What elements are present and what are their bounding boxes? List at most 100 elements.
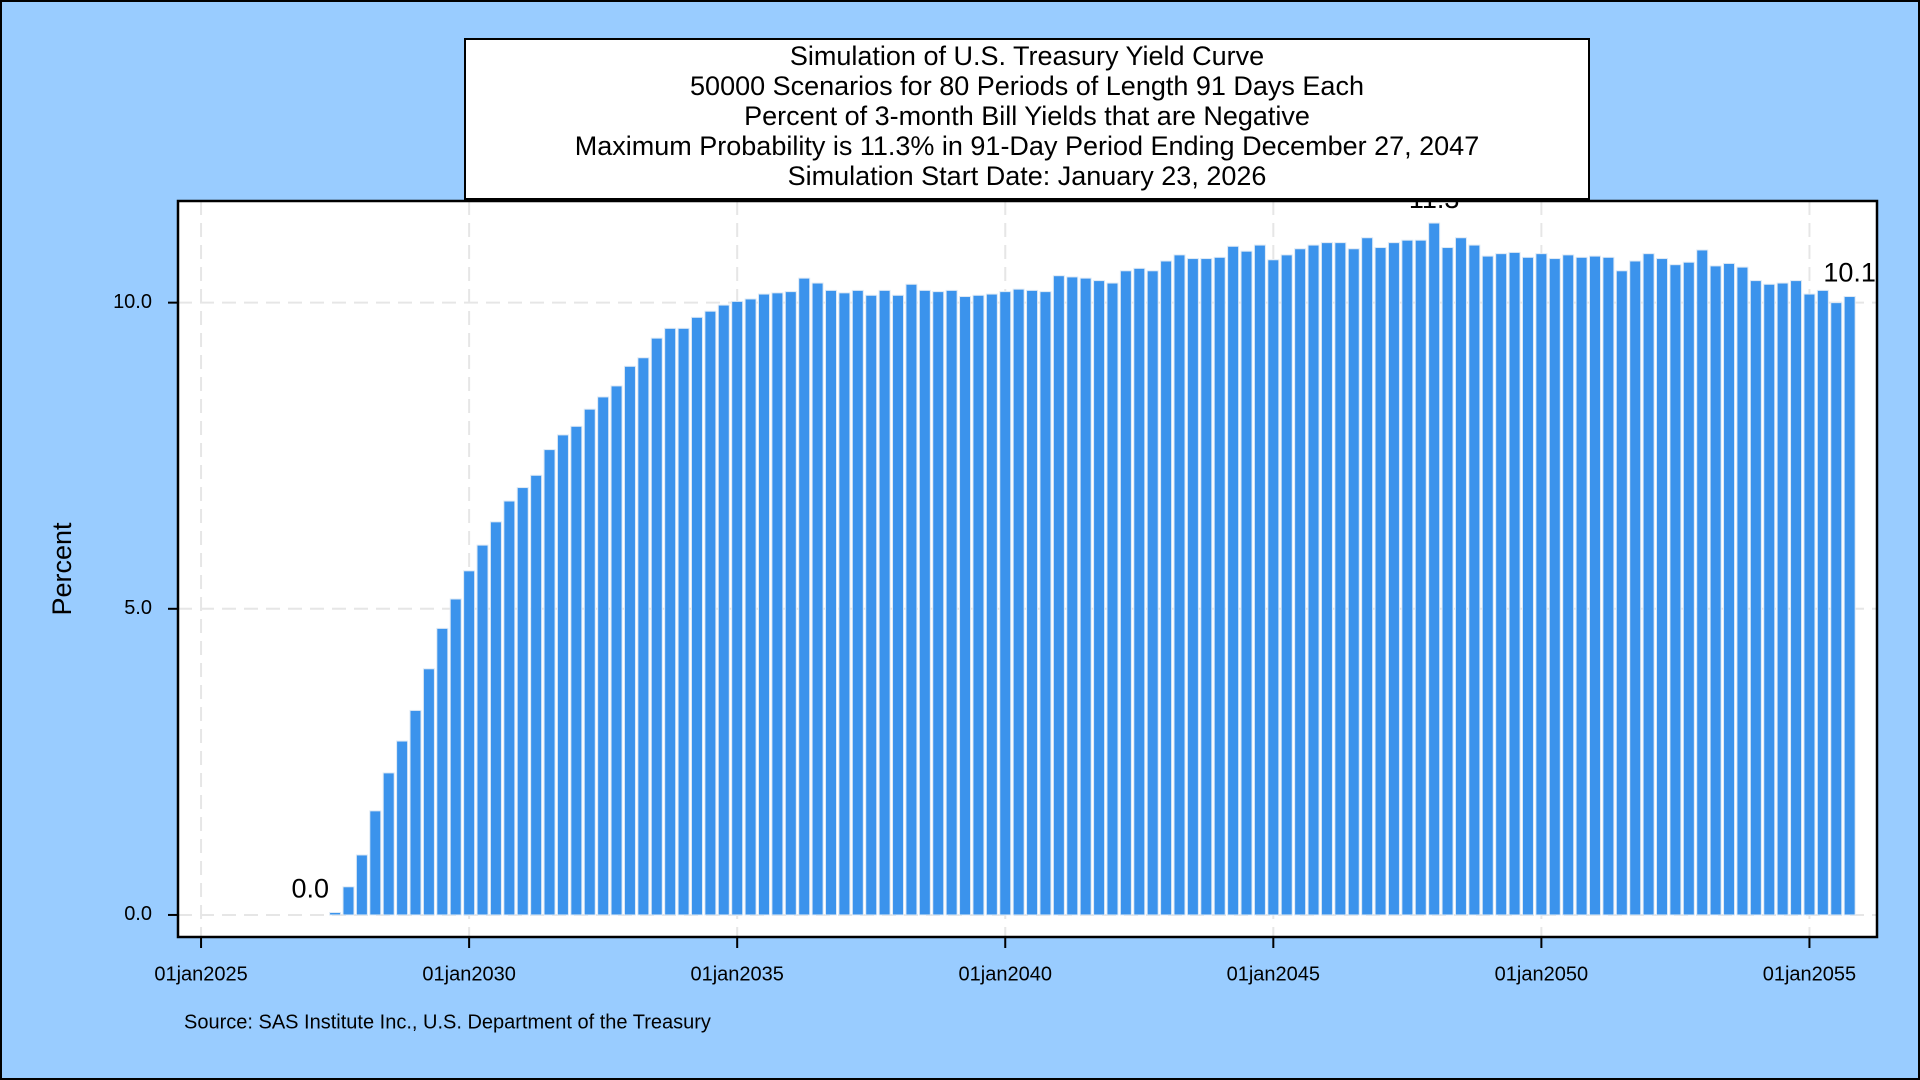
bar [1575, 256, 1588, 916]
value-label: 10.1 [1823, 258, 1876, 288]
x-tick-label: 01jan2030 [422, 963, 515, 985]
bar [771, 292, 784, 916]
bar [1280, 254, 1293, 916]
bar [623, 365, 636, 916]
x-tick-label: 01jan2035 [690, 963, 783, 985]
bar [1508, 251, 1521, 916]
bar [382, 772, 395, 916]
bar [1307, 244, 1320, 916]
bar [1602, 256, 1615, 916]
bars [329, 222, 1856, 916]
title-line: Maximum Probability is 11.3% in 91-Day P… [575, 131, 1479, 161]
bar [1066, 276, 1079, 916]
bar [543, 449, 556, 916]
bar [1347, 248, 1360, 916]
bar [959, 296, 972, 916]
x-tick-label: 01jan2045 [1227, 963, 1320, 985]
bar [476, 544, 489, 916]
y-tick-label: 0.0 [124, 903, 152, 925]
bar [1736, 266, 1749, 916]
plot-frame [176, 199, 1879, 939]
bar [717, 304, 730, 916]
bar [1414, 239, 1427, 916]
bar [1294, 248, 1307, 916]
bar [1428, 222, 1441, 916]
bar [1776, 282, 1789, 916]
bar [1521, 256, 1534, 916]
bar [1374, 247, 1387, 916]
bar [1696, 249, 1709, 916]
bar [704, 310, 717, 916]
x-tick-label: 01jan2040 [959, 963, 1052, 985]
bar [1629, 260, 1642, 916]
title-line: Percent of 3-month Bill Yields that are … [744, 101, 1310, 131]
title: Simulation of U.S. Treasury Yield Curve5… [575, 41, 1479, 191]
bar [945, 289, 958, 916]
bar [1052, 275, 1065, 916]
bar [865, 294, 878, 916]
bar [1803, 293, 1816, 916]
bar [731, 300, 744, 916]
bar [1267, 259, 1280, 916]
value-label: 0.0 [292, 874, 330, 904]
bar [610, 385, 623, 916]
bar [1790, 280, 1803, 916]
bar [1468, 244, 1481, 916]
bar [1682, 261, 1695, 916]
bar [1535, 253, 1548, 916]
bar [1816, 289, 1829, 916]
bar [985, 293, 998, 916]
title-line: Simulation Start Date: January 23, 2026 [788, 161, 1267, 191]
bar [999, 291, 1012, 916]
bar [503, 500, 516, 916]
bar [1454, 237, 1467, 916]
bar [342, 886, 355, 916]
bar [757, 293, 770, 916]
bar [329, 912, 342, 916]
bar [1562, 254, 1575, 916]
bar [1669, 264, 1682, 916]
bar [744, 298, 757, 916]
x-tick-label: 01jan2050 [1495, 963, 1588, 985]
bar [1173, 254, 1186, 916]
y-tick-label: 10.0 [113, 291, 152, 313]
bar [918, 289, 931, 916]
x-tick-label: 01jan2025 [154, 963, 247, 985]
bar [892, 294, 905, 916]
bar [690, 316, 703, 916]
y-axis-label: Percent [47, 522, 77, 616]
bar [556, 434, 569, 916]
bar [436, 627, 449, 916]
bar [1481, 255, 1494, 916]
bar [677, 327, 690, 916]
bar [851, 289, 864, 916]
y-tick-label: 5.0 [124, 597, 152, 619]
bar [1361, 237, 1374, 916]
bar [1227, 245, 1240, 916]
bar [1763, 283, 1776, 916]
bar [1588, 255, 1601, 916]
bar [878, 289, 891, 916]
x-tick-label: 01jan2055 [1763, 963, 1856, 985]
bar [422, 668, 435, 916]
bar [1548, 258, 1561, 916]
bar [1026, 289, 1039, 916]
bar [369, 810, 382, 916]
bar [1213, 256, 1226, 916]
bar [784, 291, 797, 916]
bar [1441, 247, 1454, 916]
bar [1709, 265, 1722, 916]
bar [489, 521, 502, 916]
bar [811, 282, 824, 916]
bar [1749, 280, 1762, 916]
bar [530, 474, 543, 916]
title-line: 50000 Scenarios for 80 Periods of Length… [690, 71, 1364, 101]
bar [838, 292, 851, 916]
bar [905, 283, 918, 916]
bar [463, 570, 476, 916]
bar [516, 487, 529, 916]
bar [1615, 270, 1628, 916]
bar [972, 294, 985, 916]
